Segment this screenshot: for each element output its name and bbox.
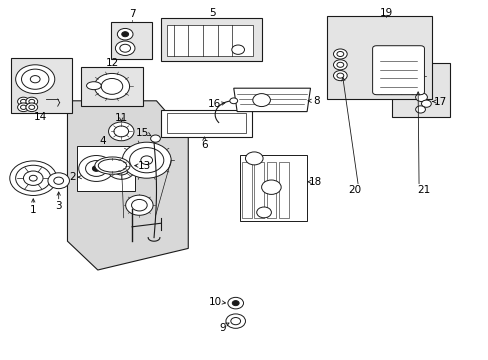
FancyBboxPatch shape xyxy=(167,113,245,133)
Text: 16: 16 xyxy=(207,99,221,109)
FancyBboxPatch shape xyxy=(161,110,251,137)
Circle shape xyxy=(125,195,153,215)
Circle shape xyxy=(85,161,107,176)
Circle shape xyxy=(18,97,29,106)
Text: 18: 18 xyxy=(308,177,322,187)
FancyBboxPatch shape xyxy=(239,155,306,221)
Circle shape xyxy=(227,297,243,309)
Polygon shape xyxy=(233,88,310,112)
Circle shape xyxy=(336,51,343,57)
Circle shape xyxy=(114,126,128,137)
Circle shape xyxy=(101,78,122,94)
Circle shape xyxy=(120,44,130,52)
Circle shape xyxy=(16,65,55,94)
Text: 10: 10 xyxy=(208,297,221,307)
Circle shape xyxy=(252,94,270,107)
FancyBboxPatch shape xyxy=(254,162,264,218)
FancyBboxPatch shape xyxy=(326,16,431,99)
Circle shape xyxy=(229,98,237,104)
FancyBboxPatch shape xyxy=(11,58,72,113)
FancyBboxPatch shape xyxy=(161,18,261,61)
Circle shape xyxy=(336,73,343,78)
Circle shape xyxy=(415,106,425,113)
Circle shape xyxy=(333,60,346,70)
Text: 21: 21 xyxy=(416,185,430,195)
Polygon shape xyxy=(67,101,188,270)
Circle shape xyxy=(10,161,57,195)
Ellipse shape xyxy=(86,82,101,90)
Text: 19: 19 xyxy=(379,8,392,18)
Circle shape xyxy=(26,97,38,106)
Circle shape xyxy=(115,41,135,55)
Circle shape xyxy=(29,175,37,181)
FancyBboxPatch shape xyxy=(242,162,251,218)
Circle shape xyxy=(131,199,147,211)
FancyBboxPatch shape xyxy=(266,162,276,218)
Text: 5: 5 xyxy=(209,8,216,18)
Circle shape xyxy=(122,32,128,37)
FancyBboxPatch shape xyxy=(391,63,449,117)
Text: 12: 12 xyxy=(105,58,119,68)
Circle shape xyxy=(54,177,63,184)
Circle shape xyxy=(94,73,129,99)
Text: 11: 11 xyxy=(114,113,128,123)
Circle shape xyxy=(21,69,49,89)
FancyBboxPatch shape xyxy=(372,46,424,95)
Text: 17: 17 xyxy=(432,96,446,107)
Circle shape xyxy=(150,135,160,142)
Text: 20: 20 xyxy=(347,185,360,195)
Text: 8: 8 xyxy=(313,96,320,106)
Ellipse shape xyxy=(95,157,130,174)
Circle shape xyxy=(16,165,51,191)
FancyBboxPatch shape xyxy=(167,25,252,56)
Text: 3: 3 xyxy=(55,201,62,211)
Text: 1: 1 xyxy=(30,204,37,215)
Circle shape xyxy=(230,318,240,325)
Text: 15: 15 xyxy=(136,128,149,138)
Circle shape xyxy=(79,156,114,181)
Circle shape xyxy=(333,71,346,81)
Circle shape xyxy=(29,105,35,109)
Text: 14: 14 xyxy=(33,112,47,122)
Circle shape xyxy=(245,152,263,165)
Circle shape xyxy=(30,76,40,83)
Circle shape xyxy=(117,28,133,40)
Circle shape xyxy=(23,171,43,185)
Circle shape xyxy=(333,49,346,59)
FancyBboxPatch shape xyxy=(278,162,288,218)
Text: 2: 2 xyxy=(69,172,76,182)
Circle shape xyxy=(48,173,69,189)
Circle shape xyxy=(421,100,430,107)
FancyBboxPatch shape xyxy=(111,22,151,59)
Circle shape xyxy=(415,93,427,102)
Circle shape xyxy=(113,163,129,175)
Circle shape xyxy=(18,103,29,112)
Circle shape xyxy=(225,314,245,328)
Circle shape xyxy=(256,207,271,218)
Circle shape xyxy=(129,148,163,173)
Circle shape xyxy=(20,99,26,104)
Circle shape xyxy=(108,122,134,141)
Circle shape xyxy=(20,105,26,109)
Text: 7: 7 xyxy=(128,9,135,19)
Text: 4: 4 xyxy=(99,136,106,147)
FancyBboxPatch shape xyxy=(81,67,143,106)
Text: 9: 9 xyxy=(219,323,225,333)
Circle shape xyxy=(107,159,135,179)
Circle shape xyxy=(232,301,239,306)
FancyBboxPatch shape xyxy=(77,146,135,191)
Text: 13: 13 xyxy=(137,161,151,171)
Circle shape xyxy=(141,156,152,165)
Circle shape xyxy=(122,142,171,178)
Circle shape xyxy=(26,103,38,112)
Circle shape xyxy=(336,62,343,67)
Circle shape xyxy=(29,99,35,104)
Circle shape xyxy=(402,68,423,84)
Text: 6: 6 xyxy=(201,140,207,150)
Circle shape xyxy=(261,180,281,194)
Circle shape xyxy=(92,166,100,171)
Ellipse shape xyxy=(98,159,126,172)
Circle shape xyxy=(231,45,244,54)
